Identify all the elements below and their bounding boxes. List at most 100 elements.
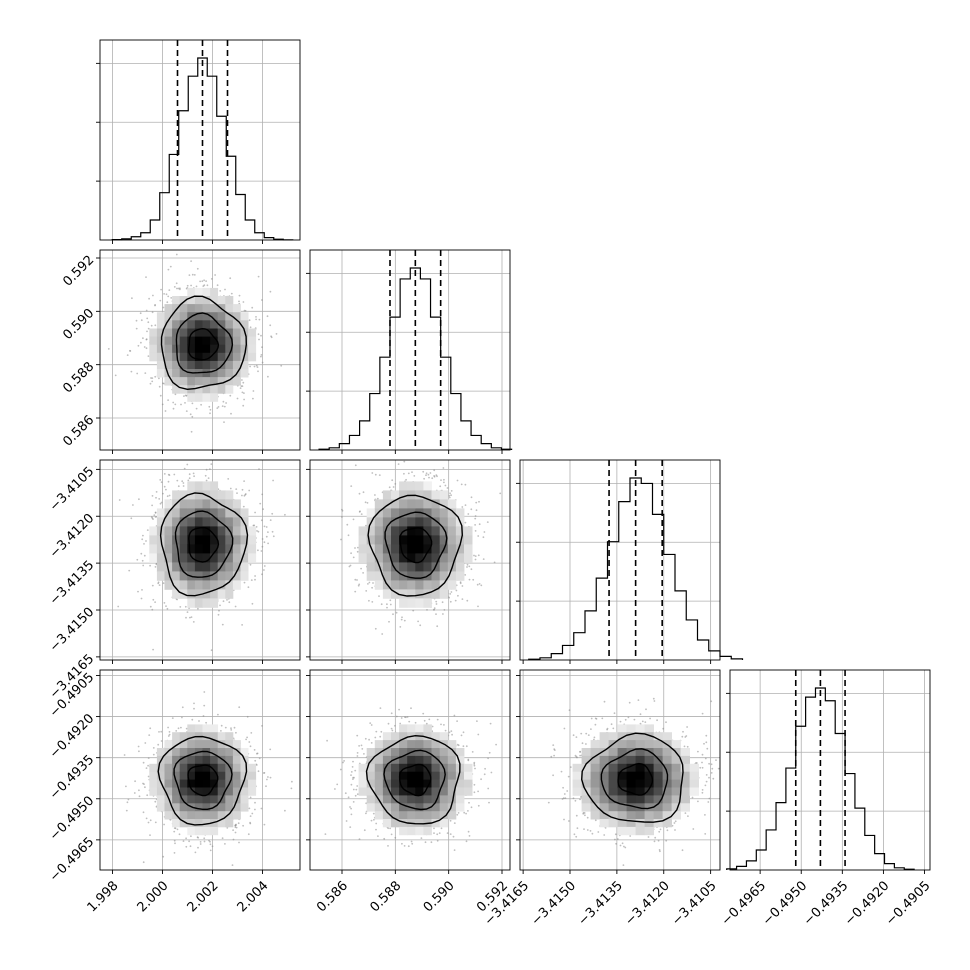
density-cell [382,589,392,599]
density-cell [149,779,158,788]
scatter-point [488,751,491,754]
density-cell [179,304,188,313]
scatter-point [245,738,248,741]
density-cell [172,296,181,305]
scatter-point [465,745,468,748]
density-cell [439,508,449,518]
scatter-point [391,479,394,482]
scatter-point [261,545,264,548]
scatter-point [141,589,143,591]
scatter-point [140,552,143,555]
density-cell [464,526,473,536]
density-cell [447,755,457,765]
scatter-point [254,511,256,514]
scatter-point [475,501,478,504]
scatter-point [701,789,704,791]
density-cell [439,517,449,527]
scatter-point [114,374,117,377]
scatter-point [473,763,476,765]
density-cell [164,526,173,536]
scatter-point [450,494,452,497]
scatter-point [707,801,710,803]
density-cell [217,369,226,378]
scatter-point [254,759,257,762]
scatter-point [568,709,571,712]
scatter-point [444,729,447,732]
scatter-point [566,790,569,792]
scatter-point [350,807,352,810]
scatter-point [389,599,392,602]
density-cell [415,763,424,773]
density-cell [391,544,400,554]
density-cell [179,819,188,828]
scatter-point [183,395,185,397]
density-cell [415,553,424,563]
scatter-point [715,759,717,761]
scatter-point [151,504,154,507]
density-cell [366,787,376,796]
density-cell [172,755,181,765]
scatter-point [346,523,349,526]
scatter-point [145,767,148,769]
scatter-point [163,823,166,826]
scatter-point [576,827,579,830]
density-cell [217,589,226,599]
density-cell [431,553,440,563]
scatter-point [152,648,155,651]
contour-0 [187,764,219,797]
scatter-point [142,811,145,814]
scatter-point [174,842,176,845]
scatter-point [358,745,360,747]
density-cell [608,748,618,757]
density-cell [202,377,211,386]
scatter-point [705,734,708,737]
density-cell [671,771,681,780]
scatter-point [269,324,272,327]
density-cell [225,352,234,362]
density-cell [202,352,211,362]
density-cell [202,312,211,321]
scatter-point [610,723,613,726]
density-cell [202,826,211,836]
density-cell [187,360,196,370]
scatter-point [583,812,586,814]
contour-0 [617,762,654,796]
scatter-point [449,833,452,835]
density-cell [248,787,257,796]
density-cell [225,553,234,563]
density-cell [232,755,241,765]
scatter-point [176,828,179,831]
density-cell [202,508,211,518]
scatter-point [144,786,146,789]
scatter-point [478,523,481,526]
density-cell [455,787,465,796]
density-cell [447,779,457,788]
scatter-point [350,783,353,786]
scatter-point [374,494,376,496]
scatter-point [717,767,720,770]
density-cell [399,517,408,527]
scatter-point [199,841,202,843]
scatter-point [637,699,640,701]
density-cell [382,553,392,563]
density-cell [407,553,416,563]
density-cell [431,787,440,796]
density-cell [172,328,181,337]
density-cell [179,312,188,321]
density-cell [407,598,416,608]
scatter-point [654,836,657,839]
scatter-point [411,471,413,473]
density-cell [572,771,582,780]
scatter-point [594,717,597,720]
density-cell [366,571,376,581]
density-cell [415,787,424,796]
scatter-point [242,824,245,827]
density-cell [240,312,249,321]
density-cell [164,544,173,554]
scatter-point [463,811,466,814]
scatter-point [473,783,476,786]
scatter-point [681,849,684,852]
density-cell [179,336,188,346]
scatter-point [205,479,208,482]
scatter-point [127,798,130,801]
